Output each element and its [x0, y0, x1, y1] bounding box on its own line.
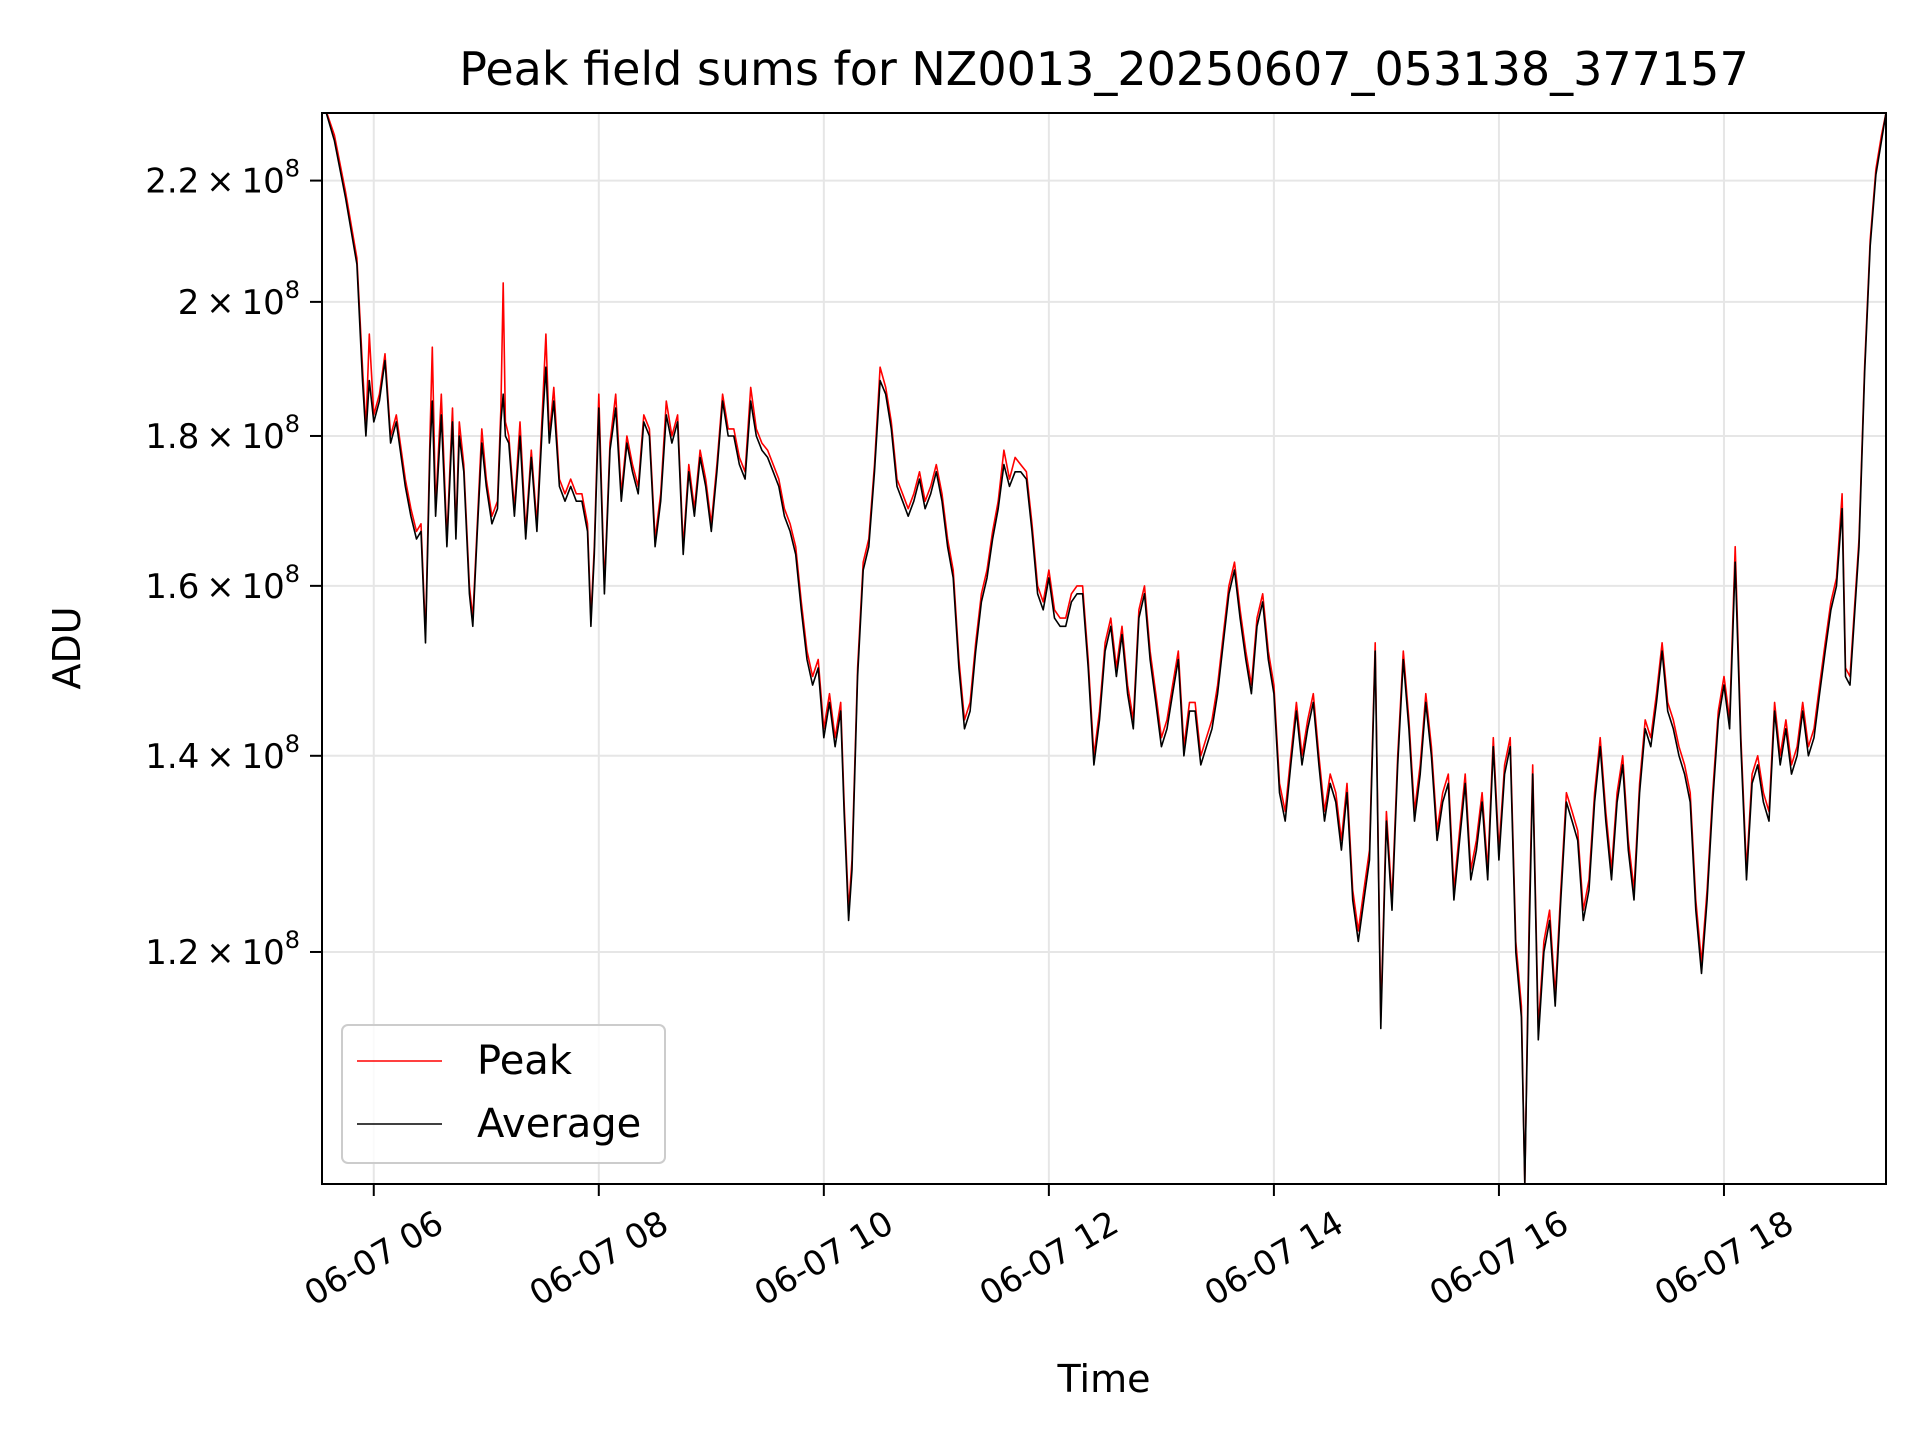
legend: Peak Average	[341, 1024, 666, 1164]
y-tick-exponent: 8	[285, 926, 300, 954]
y-tick-exponent: 8	[285, 155, 300, 183]
y-tick-multiplier: × 10	[199, 933, 284, 973]
y-tick-exponent: 8	[285, 410, 300, 438]
y-tick-label: 1.6 × 108	[145, 560, 300, 607]
y-axis-label: ADU	[45, 606, 89, 689]
plot-frame	[321, 112, 1887, 1185]
legend-label-average: Average	[477, 1101, 641, 1147]
x-axis-label: Time	[1057, 1357, 1151, 1401]
series-line-average	[325, 113, 1886, 1184]
y-tick-mantissa: 2	[178, 283, 200, 323]
legend-box	[341, 1024, 666, 1164]
y-tick-exponent: 8	[285, 560, 300, 588]
y-tick-label: 1.2 × 108	[145, 926, 300, 973]
y-tick-label: 2.2 × 108	[145, 155, 300, 202]
y-tick-exponent: 8	[285, 730, 300, 758]
y-tick-mantissa: 1.4	[145, 737, 199, 777]
y-tick-multiplier: × 10	[199, 283, 284, 323]
chart-title: Peak field sums for NZ0013_20250607_0531…	[459, 42, 1748, 96]
grid-lines	[322, 113, 1886, 1184]
y-tick-mantissa: 1.2	[145, 933, 199, 973]
y-tick-multiplier: × 10	[199, 162, 284, 202]
y-tick-label: 2 × 108	[178, 276, 300, 323]
y-tick-multiplier: × 10	[199, 737, 284, 777]
y-tick-label: 1.8 × 108	[145, 410, 300, 457]
y-tick-multiplier: × 10	[199, 417, 284, 457]
legend-label-peak: Peak	[477, 1038, 573, 1084]
y-tick-mantissa: 1.8	[145, 417, 199, 457]
y-tick-mantissa: 2.2	[145, 162, 199, 202]
y-tick-mantissa: 1.6	[145, 567, 199, 607]
series-layer	[325, 113, 1886, 1184]
y-tick-exponent: 8	[285, 276, 300, 304]
y-tick-multiplier: × 10	[199, 567, 284, 607]
y-tick-label: 1.4 × 108	[145, 730, 300, 777]
